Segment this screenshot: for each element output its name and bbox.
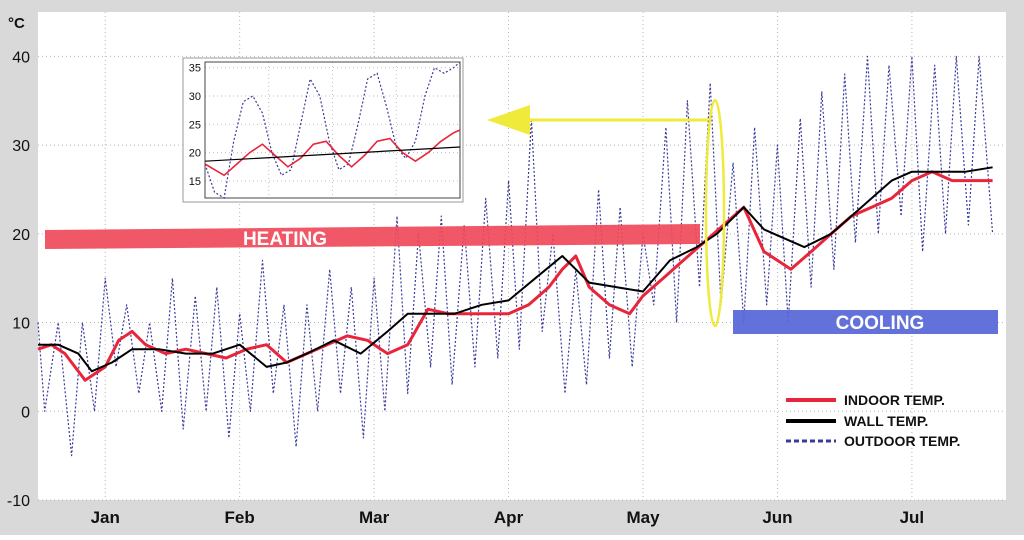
inset-series-line <box>204 129 461 177</box>
heating-label: HEATING <box>243 229 327 250</box>
y-axis: -10 0 10 20 30 40 <box>7 49 30 510</box>
legend-label: OUTDOOR TEMP. <box>844 433 960 449</box>
inset-y-tick-label: 15 <box>189 176 201 188</box>
main-series <box>37 55 994 457</box>
inset-y-tick-label: 20 <box>189 148 201 160</box>
y-tick-label: 10 <box>12 316 30 333</box>
heating-band <box>45 224 700 249</box>
x-tick-label: Jul <box>900 508 925 527</box>
highlight-ellipse <box>704 98 726 328</box>
inset-panel <box>182 57 464 203</box>
inset-y-tick-label: 25 <box>189 119 201 131</box>
x-axis: Jan Feb Mar Apr May Jun Jul <box>91 508 925 527</box>
y-tick-label: 40 <box>12 49 30 66</box>
inset-y-tick-label: 30 <box>189 91 201 103</box>
inset-chart: 15 20 25 30 35 <box>182 57 464 203</box>
series-line-wall-temp <box>38 166 993 373</box>
legend-label: INDOOR TEMP. <box>844 392 945 408</box>
x-tick-label: Feb <box>225 508 255 527</box>
legend: INDOOR TEMP. WALL TEMP. OUTDOOR TEMP. <box>786 392 960 449</box>
inset-series-line <box>204 146 461 162</box>
inset-series-line <box>204 61 461 199</box>
cooling-band <box>733 310 998 334</box>
y-tick-label: 20 <box>12 227 30 244</box>
y-tick-label: 0 <box>21 404 30 421</box>
x-tick-label: May <box>626 508 660 527</box>
x-tick-label: Jan <box>91 508 120 527</box>
legend-label: WALL TEMP. <box>844 413 928 429</box>
annotation-bands: HEATING COOLING <box>45 224 998 334</box>
inset-y-tick-label: 35 <box>189 63 201 75</box>
x-tick-label: Apr <box>494 508 524 527</box>
y-tick-label: -10 <box>7 493 30 510</box>
cooling-label: COOLING <box>836 313 925 334</box>
highlight-annotation <box>487 98 726 328</box>
y-tick-label: 30 <box>12 138 30 155</box>
x-tick-label: Mar <box>359 508 390 527</box>
arrow-head <box>487 105 530 135</box>
x-tick-label: Jun <box>762 508 792 527</box>
y-unit-label: °C <box>8 15 25 32</box>
series-line-outdoor-temp <box>37 55 994 457</box>
